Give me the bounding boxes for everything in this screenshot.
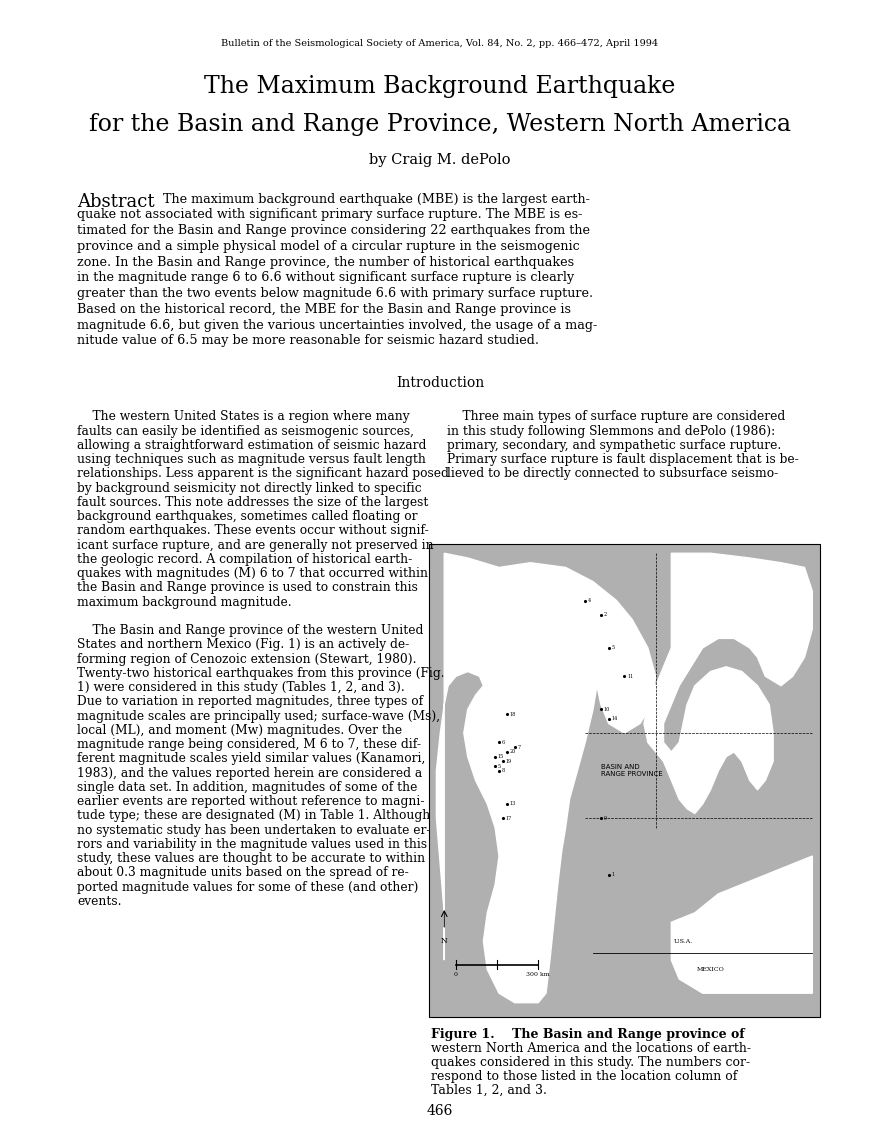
Text: relationships. Less apparent is the significant hazard posed: relationships. Less apparent is the sign…	[77, 467, 450, 480]
Text: ferent magnitude scales yield similar values (Kanamori,: ferent magnitude scales yield similar va…	[77, 752, 426, 765]
Text: 9: 9	[604, 816, 606, 821]
Text: quake not associated with significant primary surface rupture. The MBE is es-: quake not associated with significant pr…	[77, 209, 583, 221]
Text: study, these values are thought to be accurate to within: study, these values are thought to be ac…	[77, 853, 426, 865]
Text: States and northern Mexico (Fig. 1) is an actively de-: States and northern Mexico (Fig. 1) is a…	[77, 638, 410, 651]
Text: for the Basin and Range Province, Western North America: for the Basin and Range Province, Wester…	[89, 113, 791, 136]
Text: Bulletin of the Seismological Society of America, Vol. 84, No. 2, pp. 466–472, A: Bulletin of the Seismological Society of…	[222, 39, 658, 48]
Text: single data set. In addition, magnitudes of some of the: single data set. In addition, magnitudes…	[77, 781, 418, 793]
Text: 7: 7	[517, 744, 520, 750]
Text: 11: 11	[627, 674, 634, 678]
Text: magnitude range being considered, M 6 to 7, these dif-: magnitude range being considered, M 6 to…	[77, 739, 422, 751]
Text: the Basin and Range province is used to constrain this: the Basin and Range province is used to …	[77, 581, 418, 594]
Text: Due to variation in reported magnitudes, three types of: Due to variation in reported magnitudes,…	[77, 695, 423, 708]
Text: 19: 19	[506, 759, 512, 764]
Text: Abstract: Abstract	[77, 193, 155, 211]
Text: The Basin and Range province of the western United: The Basin and Range province of the west…	[77, 625, 424, 637]
Text: faults can easily be identified as seismogenic sources,: faults can easily be identified as seism…	[77, 425, 414, 438]
Text: 10: 10	[604, 707, 610, 711]
Text: ported magnitude values for some of these (and other): ported magnitude values for some of thes…	[77, 881, 419, 894]
Text: nitude value of 6.5 may be more reasonable for seismic hazard studied.: nitude value of 6.5 may be more reasonab…	[77, 334, 539, 348]
Text: 17: 17	[506, 816, 512, 821]
Text: tude type; these are designated (M) in Table 1. Although: tude type; these are designated (M) in T…	[77, 809, 430, 822]
Text: quakes considered in this study. The numbers cor-: quakes considered in this study. The num…	[431, 1056, 751, 1069]
Text: the geologic record. A compilation of historical earth-: the geologic record. A compilation of hi…	[77, 553, 413, 565]
Text: zone. In the Basin and Range province, the number of historical earthquakes: zone. In the Basin and Range province, t…	[77, 255, 575, 269]
Text: timated for the Basin and Range province considering 22 earthquakes from the: timated for the Basin and Range province…	[77, 225, 590, 237]
Text: 18: 18	[510, 711, 516, 717]
Text: in the magnitude range 6 to 6.6 without significant surface rupture is clearly: in the magnitude range 6 to 6.6 without …	[77, 271, 575, 284]
Bar	[429, 544, 820, 1017]
Text: The maximum background earthquake (MBE) is the largest earth-: The maximum background earthquake (MBE) …	[155, 193, 590, 205]
Text: quakes with magnitudes (M) 6 to 7 that occurred within: quakes with magnitudes (M) 6 to 7 that o…	[77, 567, 429, 580]
Text: N: N	[441, 937, 448, 945]
Text: 466: 466	[427, 1104, 453, 1117]
Text: 0: 0	[454, 971, 458, 977]
Text: forming region of Cenozoic extension (Stewart, 1980).: forming region of Cenozoic extension (St…	[77, 652, 417, 666]
Text: 5: 5	[612, 645, 614, 650]
Text: no systematic study has been undertaken to evaluate er-: no systematic study has been undertaken …	[77, 824, 431, 837]
Polygon shape	[436, 553, 656, 1003]
Text: greater than the two events below magnitude 6.6 with primary surface rupture.: greater than the two events below magnit…	[77, 287, 594, 300]
Text: rors and variability in the magnitude values used in this: rors and variability in the magnitude va…	[77, 838, 428, 850]
Text: 20: 20	[510, 749, 516, 755]
Text: Based on the historical record, the MBE for the Basin and Range province is: Based on the historical record, the MBE …	[77, 303, 571, 316]
Text: in this study following Slemmons and dePolo (1986):: in this study following Slemmons and deP…	[447, 425, 775, 438]
Text: random earthquakes. These events occur without signif-: random earthquakes. These events occur w…	[77, 524, 429, 537]
Text: 1983), and the values reported herein are considered a: 1983), and the values reported herein ar…	[77, 767, 422, 780]
Text: local (ML), and moment (Mw) magnitudes. Over the: local (ML), and moment (Mw) magnitudes. …	[77, 724, 402, 736]
Text: Twenty-two historical earthquakes from this province (Fig.: Twenty-two historical earthquakes from t…	[77, 667, 445, 679]
Text: The Maximum Background Earthquake: The Maximum Background Earthquake	[204, 75, 676, 98]
Text: 14: 14	[612, 716, 618, 722]
Text: Three main types of surface rupture are considered: Three main types of surface rupture are …	[447, 410, 785, 423]
Text: by Craig M. dePolo: by Craig M. dePolo	[370, 153, 510, 166]
Polygon shape	[644, 553, 812, 814]
Polygon shape	[671, 856, 812, 993]
Text: western North America and the locations of earth-: western North America and the locations …	[431, 1042, 752, 1056]
Text: 2: 2	[604, 612, 606, 617]
Text: Introduction: Introduction	[396, 376, 484, 390]
Text: allowing a straightforward estimation of seismic hazard: allowing a straightforward estimation of…	[77, 439, 427, 451]
Text: The western United States is a region where many: The western United States is a region wh…	[77, 410, 410, 423]
Text: Primary surface rupture is fault displacement that is be-: Primary surface rupture is fault displac…	[447, 454, 799, 466]
Text: using techniques such as magnitude versus fault length: using techniques such as magnitude versu…	[77, 454, 426, 466]
Text: 4: 4	[588, 598, 591, 603]
Text: about 0.3 magnitude units based on the spread of re-: about 0.3 magnitude units based on the s…	[77, 866, 409, 879]
Text: MEXICO: MEXICO	[697, 967, 724, 972]
Text: 1: 1	[612, 872, 614, 878]
Text: magnitude scales are principally used; surface-wave (Ms),: magnitude scales are principally used; s…	[77, 709, 441, 723]
Text: Figure 1.    The Basin and Range province of: Figure 1. The Basin and Range province o…	[431, 1028, 744, 1041]
Text: U.S.A.: U.S.A.	[673, 938, 693, 944]
Text: 8: 8	[502, 768, 505, 773]
Text: icant surface rupture, and are generally not preserved in: icant surface rupture, and are generally…	[77, 539, 434, 552]
Text: 5: 5	[498, 764, 501, 768]
Text: fault sources. This note addresses the size of the largest: fault sources. This note addresses the s…	[77, 496, 429, 508]
Text: primary, secondary, and sympathetic surface rupture.: primary, secondary, and sympathetic surf…	[447, 439, 781, 451]
Text: 1) were considered in this study (Tables 1, 2, and 3).: 1) were considered in this study (Tables…	[77, 682, 405, 694]
Text: BASIN AND
RANGE PROVINCE: BASIN AND RANGE PROVINCE	[601, 764, 663, 777]
Text: lieved to be directly connected to subsurface seismo-: lieved to be directly connected to subsu…	[447, 467, 778, 480]
Text: 13: 13	[510, 801, 516, 806]
Text: earlier events are reported without reference to magni-: earlier events are reported without refe…	[77, 796, 425, 808]
Text: Tables 1, 2, and 3.: Tables 1, 2, and 3.	[431, 1084, 547, 1097]
Text: 300 km: 300 km	[526, 971, 550, 977]
Text: respond to those listed in the location column of: respond to those listed in the location …	[431, 1070, 737, 1083]
Text: by background seismicity not directly linked to specific: by background seismicity not directly li…	[77, 482, 422, 495]
Text: events.: events.	[77, 895, 122, 907]
Text: background earthquakes, sometimes called floating or: background earthquakes, sometimes called…	[77, 511, 418, 523]
Text: 6: 6	[502, 740, 505, 744]
Text: 15: 15	[498, 755, 504, 759]
Text: maximum background magnitude.: maximum background magnitude.	[77, 595, 292, 609]
Text: province and a simple physical model of a circular rupture in the seismogenic: province and a simple physical model of …	[77, 239, 580, 253]
Text: magnitude 6.6, but given the various uncertainties involved, the usage of a mag-: magnitude 6.6, but given the various unc…	[77, 318, 598, 332]
